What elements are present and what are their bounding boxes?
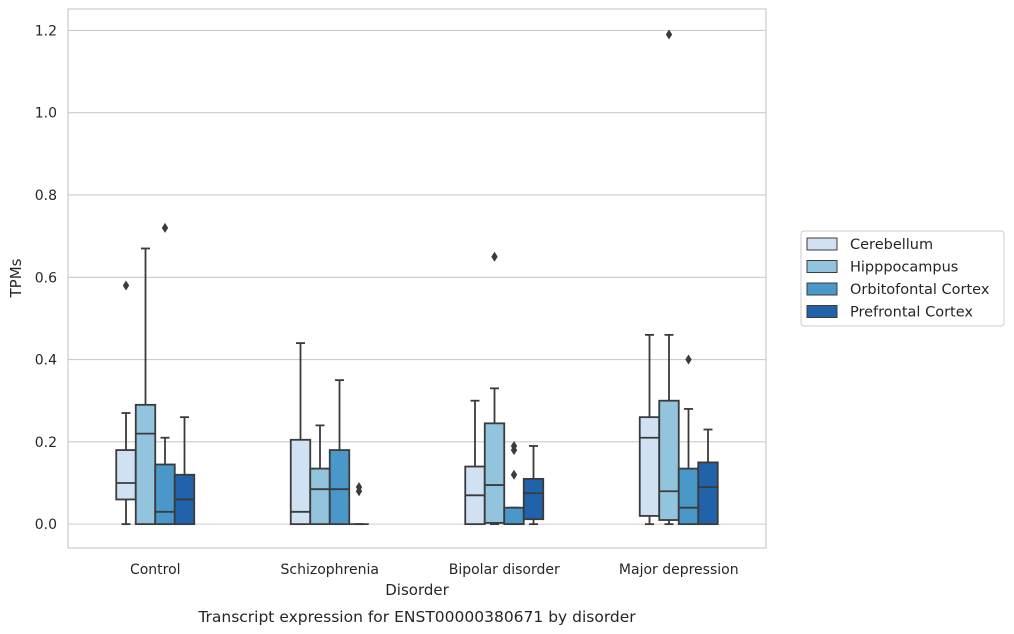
box-orbitofontal-cortex <box>154 222 176 526</box>
x-tick-label: Major depression <box>619 562 739 578</box>
y-tick-label: 0.8 <box>35 188 57 204</box>
legend-label: Cerebellum <box>850 237 933 253</box>
tick-labels: 0.0 0.2 0.4 0.6 0.8 1.0 1.2 Control Schizophreni… <box>35 23 739 578</box>
box-prefrontal-cortex <box>349 482 369 526</box>
box-body <box>697 461 719 526</box>
box-prefrontal-cortex <box>697 428 719 526</box>
legend-label: Hipppocampus <box>850 260 958 276</box>
box-hipppocampus <box>134 247 157 526</box>
outlier-marker <box>510 469 518 480</box>
y-axis-label: TPMs <box>7 258 25 298</box>
box-orbitofontal-cortex <box>677 354 700 526</box>
box-orbitofontal-cortex <box>328 379 351 526</box>
box-body <box>638 416 661 517</box>
x-tick-label: Control <box>130 562 181 578</box>
box-hipppocampus <box>309 424 331 526</box>
box-hipppocampus <box>483 251 506 526</box>
legend-swatch <box>806 260 838 273</box>
box-hipppocampus <box>658 29 680 526</box>
box-body <box>503 506 525 526</box>
y-tick-label: 1.2 <box>35 23 57 39</box>
y-tick-label: 0.0 <box>35 517 57 533</box>
legend-frame <box>800 230 1005 327</box>
legend-label: Orbitofontal Cortex <box>850 282 990 298</box>
box-body <box>522 477 545 521</box>
x-tick-label: Bipolar disorder <box>449 562 560 578</box>
box-body <box>677 467 700 526</box>
box-orbitofontal-cortex <box>503 440 525 526</box>
chart-caption: Transcript expression for ENST0000038067… <box>197 608 636 626</box>
legend-swatch <box>806 237 838 251</box>
outlier-marker <box>161 222 169 233</box>
box-body <box>328 449 351 526</box>
outlier-marker <box>491 251 498 262</box>
x-tick-label: Schizophrenia <box>281 562 379 578</box>
legend-label: Prefrontal Cortex <box>850 305 973 321</box>
legend: Cerebellum Hipppocampus Orbitofontal Corte… <box>800 230 1005 327</box>
outlier-marker <box>685 354 692 365</box>
plot-frame <box>67 8 767 549</box>
outlier-marker <box>355 482 363 493</box>
outlier-marker <box>122 280 130 291</box>
outlier-marker <box>510 440 518 451</box>
legend-swatch <box>806 305 838 318</box>
box-cerebellum <box>638 333 661 526</box>
box-prefrontal-cortex <box>173 416 196 526</box>
box-body <box>309 467 331 526</box>
box-cerebellum <box>115 280 137 526</box>
box-body <box>115 449 137 501</box>
box-body <box>134 403 157 526</box>
axes <box>67 8 767 549</box>
box-body <box>483 422 506 524</box>
y-tick-label: 0.4 <box>35 353 57 369</box>
boxes <box>115 29 719 526</box>
legend-swatch <box>806 282 838 296</box>
box-body <box>658 399 680 521</box>
y-tick-label: 0.6 <box>35 270 57 286</box>
box-body <box>154 463 176 526</box>
outlier-marker <box>665 29 673 40</box>
y-tick-label: 1.0 <box>35 106 57 122</box>
box-cerebellum <box>464 399 486 526</box>
y-tick-label: 0.2 <box>35 435 57 451</box>
box-cerebellum <box>289 342 312 526</box>
box-prefrontal-cortex <box>522 445 545 526</box>
x-axis-label: Disorder <box>385 581 449 599</box>
